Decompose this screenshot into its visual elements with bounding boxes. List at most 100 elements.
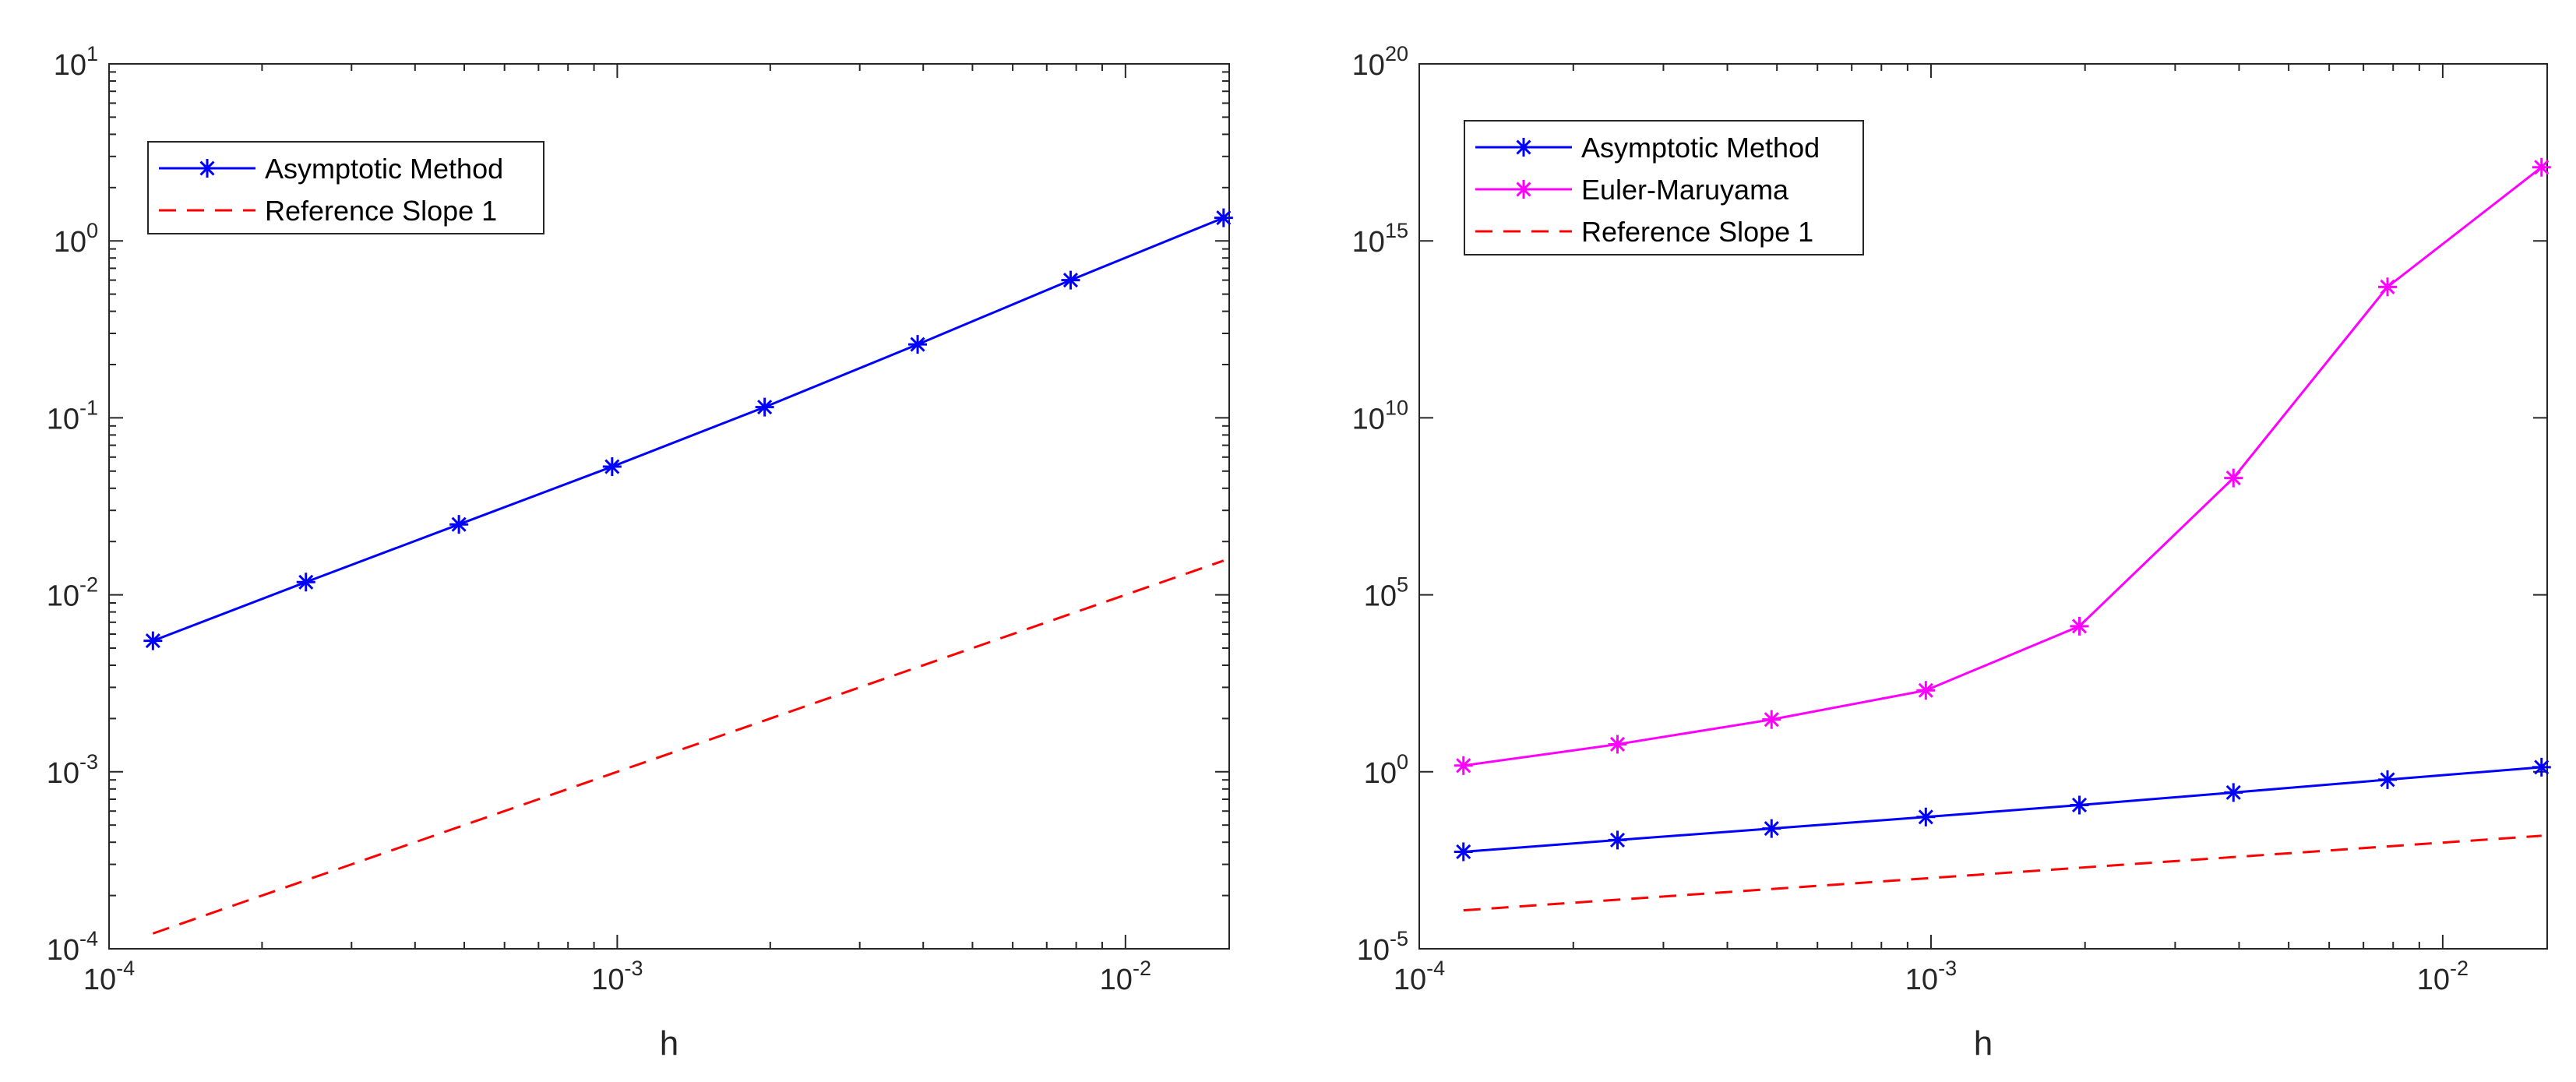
data-point-marker — [755, 397, 774, 417]
legend: Asymptotic Method Reference Slope 1 — [147, 141, 544, 234]
marker-stroke — [145, 633, 160, 649]
x-tick-label: 10-4 — [83, 957, 135, 996]
marker-stroke — [2225, 471, 2241, 486]
x-axis-label: h — [660, 1024, 678, 1063]
legend-label: Euler-Maruyama — [1581, 174, 1789, 206]
marker-stroke — [1764, 821, 1779, 837]
x-tick-label: 10-3 — [591, 957, 643, 996]
legend-box — [1464, 120, 1864, 256]
marker-stroke — [910, 337, 925, 352]
series-line — [1463, 766, 2542, 853]
y-tick-label: 105 — [1364, 573, 1408, 613]
data-point-marker — [449, 515, 469, 534]
y-tick-label: 100 — [1364, 750, 1408, 790]
data-point-marker — [2224, 783, 2243, 802]
legend-box — [147, 141, 544, 234]
data-point-marker — [2224, 468, 2243, 488]
data-point-marker — [1214, 208, 1233, 227]
y-tick-label: 1015 — [1352, 219, 1408, 259]
marker-stroke — [2071, 797, 2088, 813]
marker-stroke — [1216, 210, 1232, 226]
legend-item: Reference Slope 1 — [159, 195, 497, 227]
x-tick-label: 10-4 — [1394, 957, 1445, 996]
marker-stroke — [2225, 784, 2241, 800]
series-line — [152, 559, 1225, 935]
marker-stroke — [1764, 712, 1779, 728]
data-point-marker — [1608, 735, 1627, 754]
data-point-marker — [1454, 756, 1473, 775]
marker-stroke — [1062, 273, 1078, 288]
y-tick-label: 10-3 — [47, 750, 98, 790]
data-point-marker — [2532, 157, 2551, 177]
series-reference-slope-1 — [152, 559, 1225, 935]
marker-stroke — [2534, 760, 2550, 775]
y-tick-label: 1020 — [1352, 42, 1408, 82]
marker-stroke — [1918, 682, 1933, 698]
data-point-marker — [1762, 710, 1781, 729]
data-point-marker — [296, 573, 315, 592]
x-tick-label: 10-2 — [2417, 957, 2469, 996]
y-tick-label: 10-1 — [47, 396, 98, 435]
series-asymptotic-method — [1454, 757, 2551, 862]
data-point-marker — [1916, 807, 1936, 826]
data-point-marker — [1514, 180, 1533, 199]
marker-stroke — [2534, 160, 2550, 175]
legend-label: Asymptotic Method — [1581, 132, 1820, 164]
marker-stroke — [1609, 832, 1626, 848]
marker-stroke — [451, 516, 467, 532]
data-point-marker — [198, 159, 217, 178]
data-point-marker — [1916, 681, 1936, 700]
marker-stroke — [2380, 772, 2395, 788]
data-point-marker — [143, 631, 163, 650]
data-point-marker — [908, 335, 928, 354]
marker-stroke — [1918, 809, 1933, 825]
data-point-marker — [2070, 795, 2089, 815]
series-line — [1463, 166, 2543, 767]
x-tick-label: 10-2 — [1100, 957, 1151, 996]
y-tick-label: 10-2 — [47, 573, 98, 613]
data-point-marker — [2532, 757, 2551, 777]
data-point-marker — [2070, 616, 2089, 636]
series-reference-slope-1 — [1463, 834, 2542, 912]
marker-stroke — [2071, 619, 2088, 634]
marker-stroke — [757, 400, 773, 415]
data-point-marker — [1608, 830, 1627, 850]
data-point-marker — [2378, 277, 2398, 297]
marker-stroke — [1456, 844, 1471, 860]
legend-item: Euler-Maruyama — [1475, 174, 1789, 206]
data-point-marker — [1454, 842, 1473, 862]
marker-stroke — [1516, 182, 1531, 197]
legend-label: Reference Slope 1 — [265, 195, 497, 227]
legend-label: Reference Slope 1 — [1581, 216, 1813, 248]
legend-item: Asymptotic Method — [159, 153, 503, 185]
data-point-marker — [602, 457, 622, 477]
x-axis-label: h — [1974, 1024, 1993, 1063]
x-tick-label: 10-3 — [1905, 957, 1957, 996]
data-point-marker — [1514, 138, 1533, 157]
data-point-marker — [1061, 270, 1080, 290]
data-point-marker — [2378, 770, 2398, 789]
marker-stroke — [298, 574, 314, 590]
series-line — [1463, 834, 2542, 912]
y-tick-label: 1010 — [1352, 396, 1408, 435]
marker-stroke — [199, 160, 215, 176]
y-tick-label: 101 — [54, 42, 98, 82]
y-tick-label: 100 — [54, 219, 98, 259]
marker-stroke — [1516, 139, 1531, 155]
legend-item: Reference Slope 1 — [1475, 216, 1813, 248]
chart-panel-1: 10-4 10-3 10-2 10-4 10-3 10-2 10-1 100 101 h Asymp… — [47, 42, 1233, 1063]
marker-stroke — [2380, 279, 2395, 294]
legend-item: Asymptotic Method — [1475, 132, 1820, 164]
legend: Asymptotic Method Euler-Maruyama Reference… — [1464, 120, 1864, 256]
y-tick-label: 10-5 — [1357, 927, 1408, 967]
series-asymptotic-method — [143, 208, 1233, 650]
y-tick-label: 10-4 — [47, 927, 98, 967]
data-point-marker — [1762, 819, 1781, 838]
series-euler-maruyama — [1454, 157, 2551, 775]
series-line — [152, 217, 1225, 642]
marker-stroke — [1456, 758, 1471, 774]
legend-label: Asymptotic Method — [265, 153, 503, 185]
marker-stroke — [1609, 736, 1626, 752]
marker-stroke — [604, 459, 620, 474]
